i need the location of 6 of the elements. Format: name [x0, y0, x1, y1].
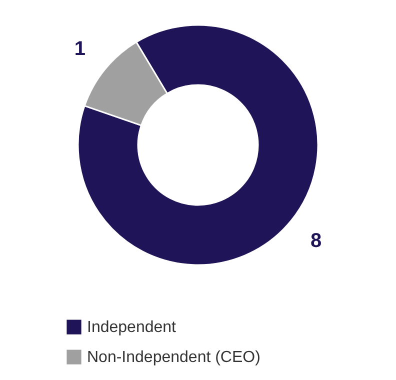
data-label: 1 [74, 38, 86, 60]
data-label: 8 [310, 230, 322, 252]
donut-slice [84, 41, 168, 126]
legend-label: Independent [87, 319, 177, 336]
donut-slice [77, 24, 319, 266]
legend-label: Non-Independent (CEO) [87, 349, 260, 366]
